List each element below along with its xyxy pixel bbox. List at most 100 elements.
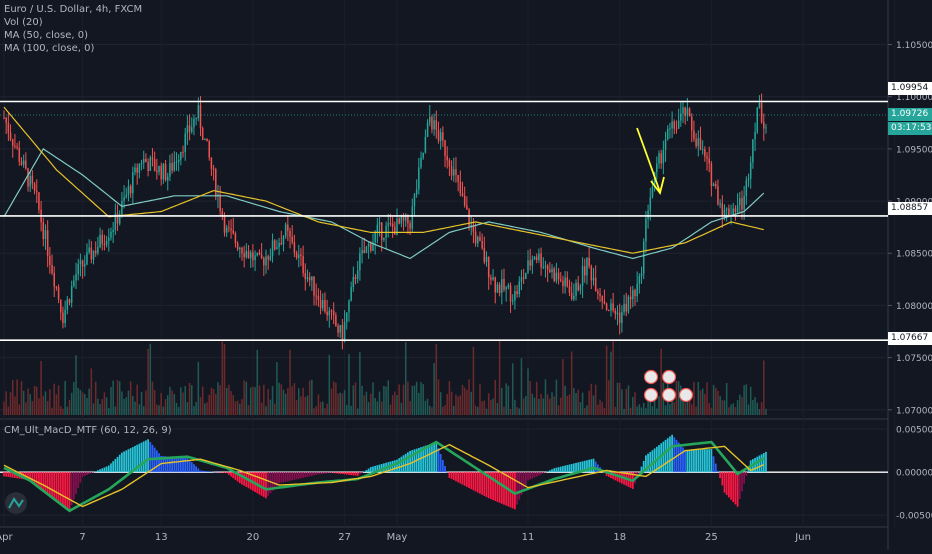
volume-bar <box>660 348 662 415</box>
macd-histogram-bar <box>444 465 446 473</box>
volume-bar <box>612 340 614 415</box>
volume-bar <box>594 384 597 415</box>
volume-bar <box>302 387 304 415</box>
volume-bar <box>199 397 202 415</box>
macd-histogram-bar <box>465 472 468 487</box>
volume-bar <box>156 404 158 415</box>
candle-body <box>398 218 400 224</box>
candle-body <box>732 208 734 216</box>
volume-bar <box>686 389 689 415</box>
macd-histogram-bar <box>762 453 765 473</box>
volume-bar <box>160 393 162 415</box>
volume-bar <box>544 379 547 415</box>
volume-bar <box>25 402 27 415</box>
volume-bar <box>260 402 263 415</box>
volume-bar <box>77 387 79 415</box>
candle-body <box>18 147 21 162</box>
macd-histogram-bar <box>306 472 309 477</box>
macd-histogram-bar <box>647 453 649 473</box>
macd-histogram-bar <box>330 472 333 473</box>
volume-bar <box>94 381 97 415</box>
macd-histogram-bar <box>420 447 422 473</box>
macd-histogram-bar <box>234 472 237 480</box>
macd-histogram-bar <box>400 456 403 473</box>
candle-body <box>448 160 451 167</box>
candle-body <box>234 233 237 244</box>
macd-histogram-bar <box>262 472 265 498</box>
indicator-macd[interactable]: CM_Ult_MacD_MTF (60, 12, 26, 9) <box>4 425 172 436</box>
volume-bar <box>527 368 529 415</box>
indicator-ma50[interactable]: MA (50, close, 0) <box>4 30 89 41</box>
macd-histogram-bar <box>402 455 405 473</box>
candle-body <box>215 169 217 197</box>
candle-body <box>297 254 300 259</box>
volume-bar <box>324 408 326 415</box>
indicator-ma100[interactable]: MA (100, close, 0) <box>4 43 95 54</box>
candle-body <box>597 291 599 294</box>
candle-body <box>311 276 313 281</box>
macd-histogram-bar <box>125 450 128 473</box>
macd-y-tick-label: 0.00000 <box>896 469 932 479</box>
volume-bar <box>53 383 55 415</box>
indicator-volume[interactable]: Vol (20) <box>4 17 43 28</box>
candle-body <box>575 282 577 296</box>
candle-body <box>7 123 10 133</box>
x-tick-label: 13 <box>155 532 168 543</box>
volume-bar <box>243 380 245 415</box>
macd-histogram-bar <box>372 466 374 473</box>
volume-bar <box>704 393 706 415</box>
volume-bar <box>627 385 630 415</box>
volume-bar <box>225 387 228 415</box>
macd-histogram-bar <box>175 457 178 473</box>
candle-body <box>402 216 405 221</box>
candle-body <box>573 295 575 300</box>
macd-histogram-bar <box>393 460 396 473</box>
volume-bar <box>311 379 313 415</box>
macd-histogram-bar <box>121 452 123 473</box>
candle-body <box>695 138 697 147</box>
macd-histogram-bar <box>470 472 473 490</box>
candle-body <box>501 278 503 293</box>
volume-bar <box>57 385 60 415</box>
macd-histogram-bar <box>101 468 104 473</box>
volume-bar <box>632 397 634 415</box>
volume-bar <box>291 386 293 415</box>
volume-bar <box>341 393 344 415</box>
macd-histogram-bar <box>516 472 518 505</box>
macd-histogram-bar <box>594 461 597 473</box>
candle-body <box>555 272 558 281</box>
macd-histogram-bar <box>679 444 682 473</box>
macd-histogram-bar <box>669 436 671 473</box>
macd-histogram-bar <box>158 453 160 473</box>
volume-bar <box>487 393 490 415</box>
macd-histogram-bar <box>736 472 739 507</box>
volume-bar <box>184 386 186 415</box>
volume-bar <box>575 393 577 415</box>
volume-bar <box>463 387 466 415</box>
volume-bar <box>426 398 429 415</box>
candle-body <box>53 273 55 287</box>
candle-body <box>171 163 173 171</box>
volume-bar <box>313 408 315 415</box>
macd-histogram-bar <box>734 472 737 505</box>
candle-body <box>485 256 488 262</box>
candle-body <box>400 216 403 224</box>
candle-body <box>557 272 560 280</box>
volume-bar <box>103 392 106 415</box>
macd-histogram-bar <box>583 460 586 473</box>
macd-histogram-bar <box>171 456 173 473</box>
macd-histogram-bar <box>92 472 95 473</box>
candle-body <box>483 248 486 262</box>
macd-histogram-bar <box>553 468 556 473</box>
volume-bar <box>673 402 676 415</box>
macd-histogram-bar <box>693 449 695 473</box>
macd-histogram-bar <box>721 472 724 486</box>
symbol-title[interactable]: Euro / U.S. Dollar, 4h, FXCM <box>4 4 143 15</box>
volume-bar <box>649 394 652 415</box>
candle-body <box>752 139 754 163</box>
volume-bar <box>206 402 208 415</box>
candle-body <box>623 303 625 313</box>
candle-body <box>446 156 448 161</box>
annotation-arrowhead <box>650 176 665 196</box>
